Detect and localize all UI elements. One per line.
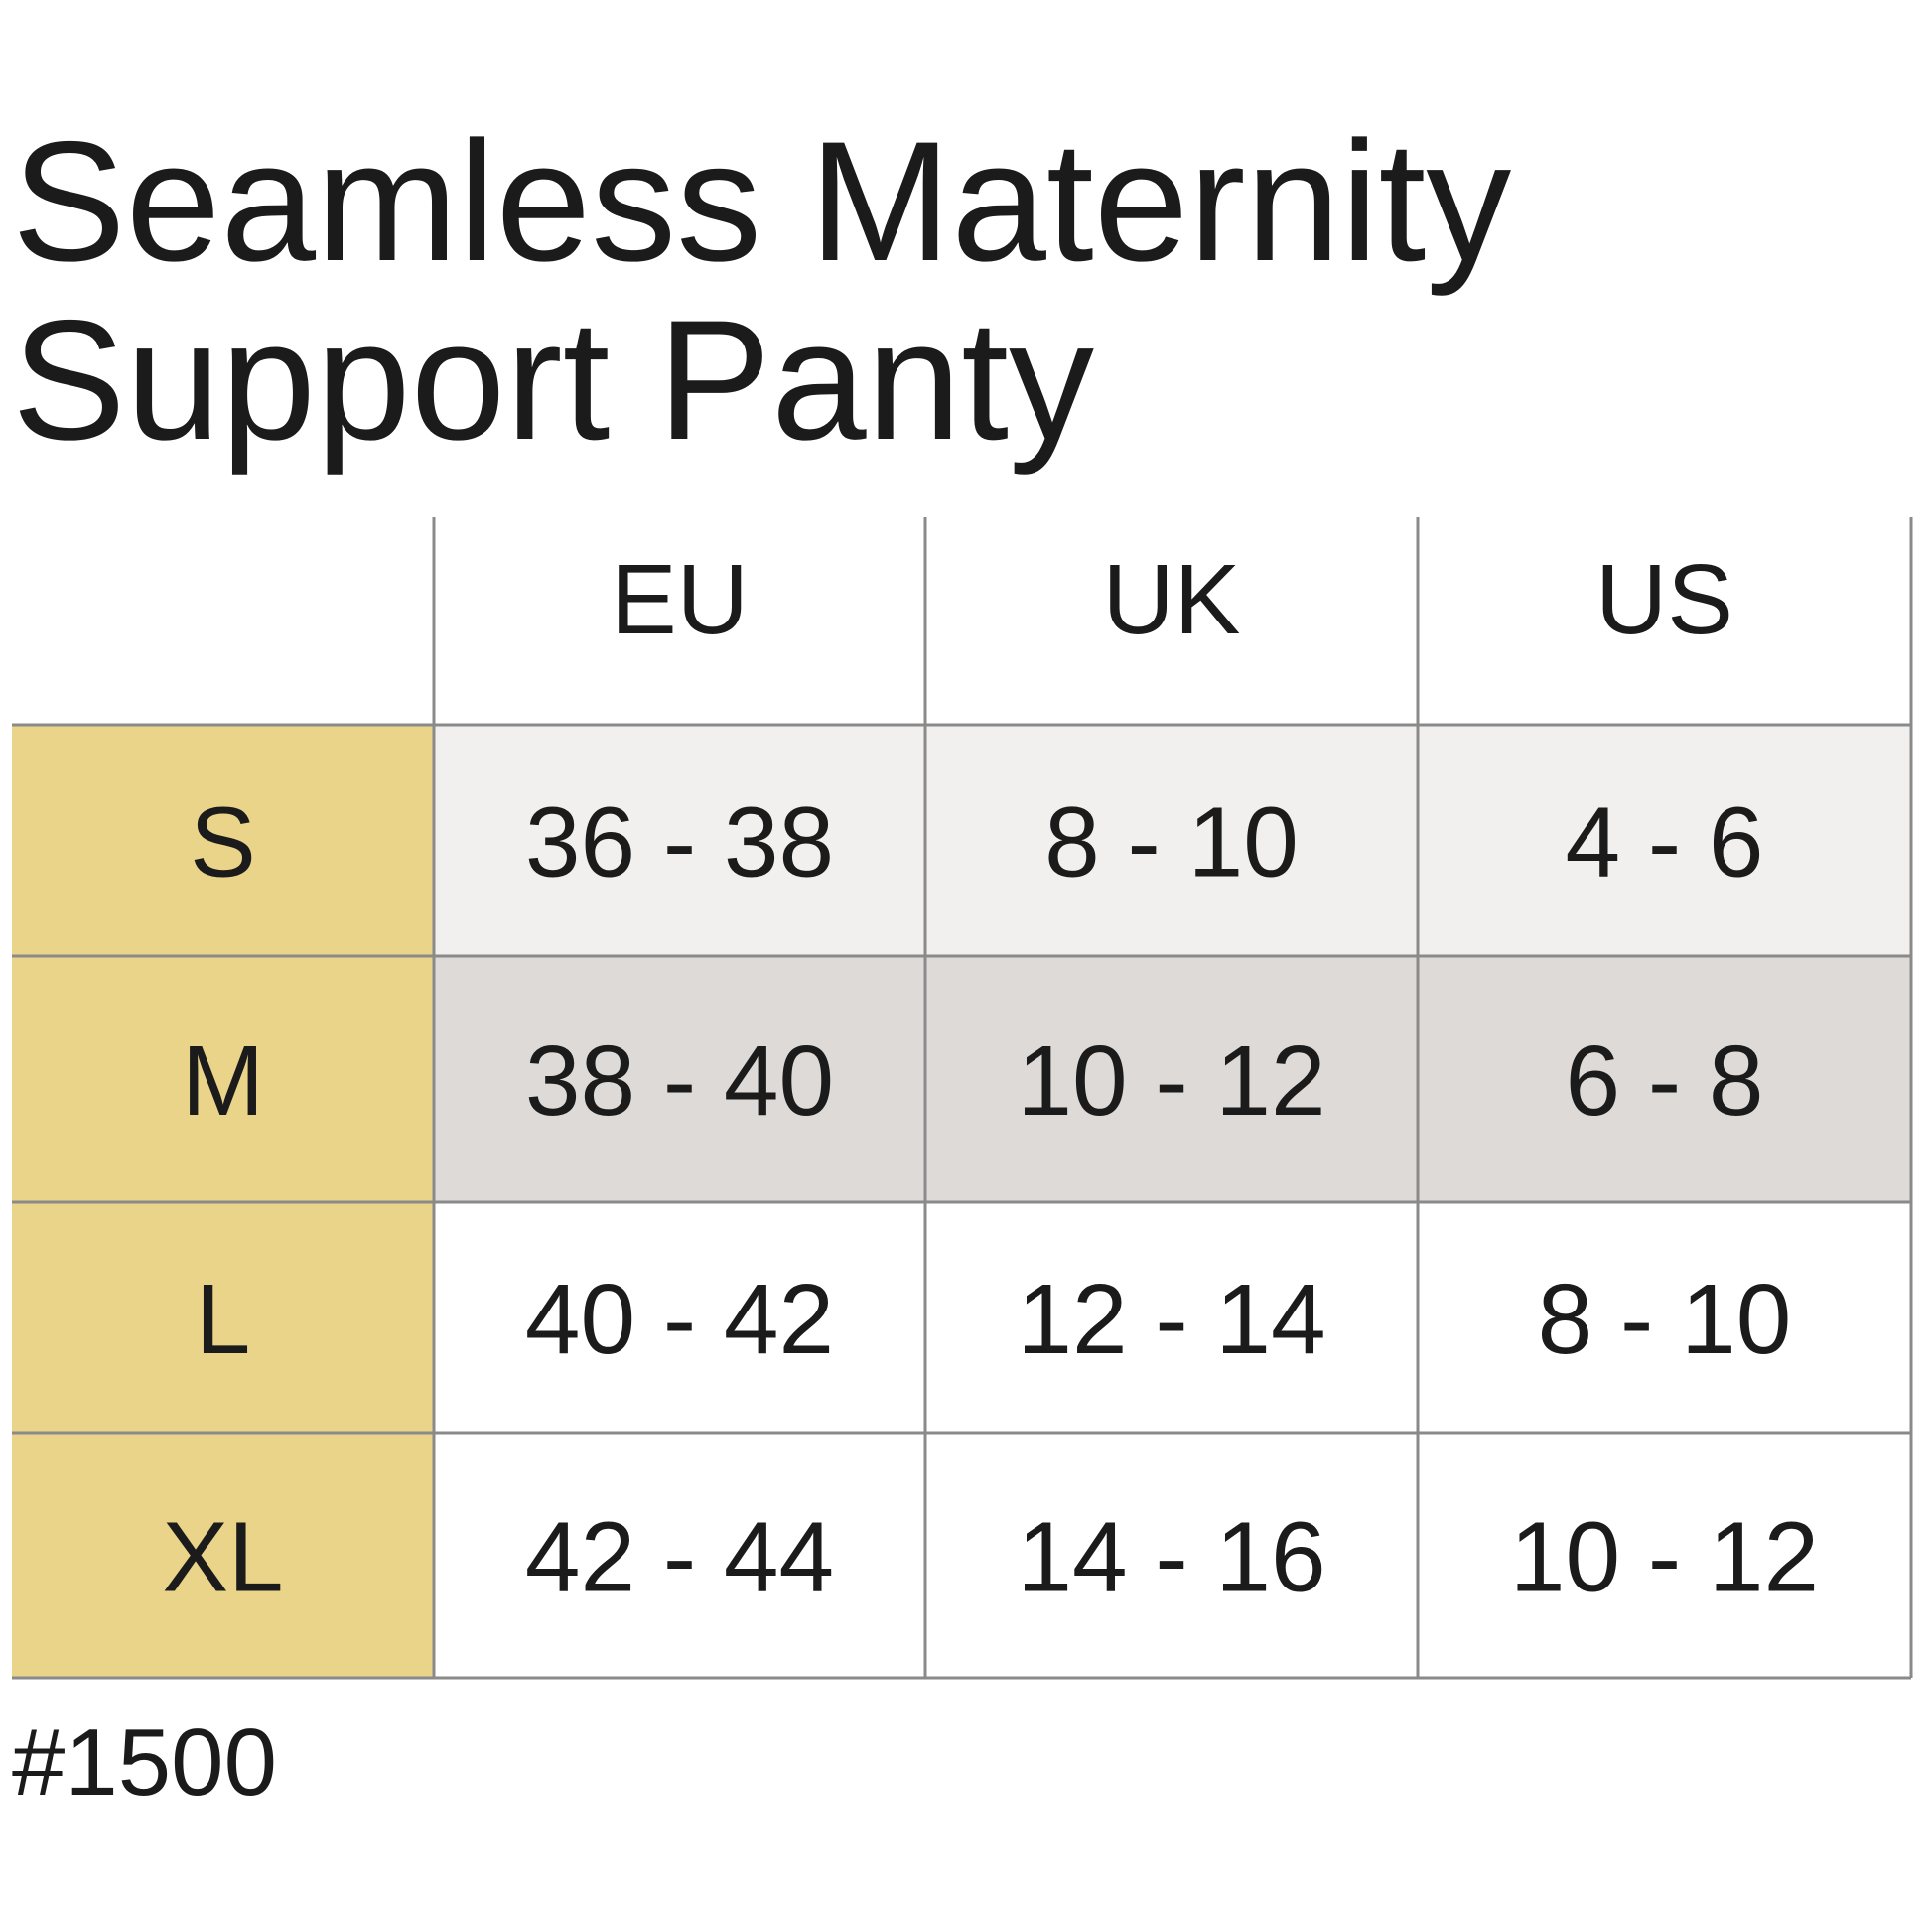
size-value: 14 - 16 [1017, 1502, 1325, 1613]
column-header: UK [1103, 544, 1241, 655]
size-cell-bg [12, 956, 434, 1202]
row-bg [434, 1202, 1911, 1433]
size-value: 10 - 12 [1017, 1026, 1325, 1137]
title: Support Panty [12, 285, 1094, 476]
column-header: US [1595, 544, 1733, 655]
size-value: 6 - 8 [1565, 1026, 1763, 1137]
size-value: 36 - 38 [525, 787, 834, 898]
size-cell-bg [12, 1433, 434, 1678]
size-cell-bg [12, 1202, 434, 1433]
row-bg [434, 956, 1911, 1202]
size-value: 10 - 12 [1510, 1502, 1819, 1613]
size-value: 42 - 44 [525, 1502, 834, 1613]
size-value: 4 - 6 [1565, 787, 1763, 898]
size-value: 8 - 10 [1044, 787, 1299, 898]
size-value: 8 - 10 [1538, 1264, 1792, 1375]
size-value: 40 - 42 [525, 1264, 834, 1375]
column-header: EU [611, 544, 749, 655]
footer-code: #1500 [12, 1710, 277, 1816]
size-cell-bg [12, 725, 434, 956]
size-label: M [182, 1026, 264, 1137]
size-label: L [196, 1264, 251, 1375]
size-label: S [190, 787, 256, 898]
size-value: 38 - 40 [525, 1026, 834, 1137]
size-value: 12 - 14 [1017, 1264, 1325, 1375]
size-label: XL [162, 1502, 283, 1613]
row-bg [434, 1433, 1911, 1678]
row-bg [434, 725, 1911, 956]
title: Seamless Maternity [12, 106, 1511, 297]
